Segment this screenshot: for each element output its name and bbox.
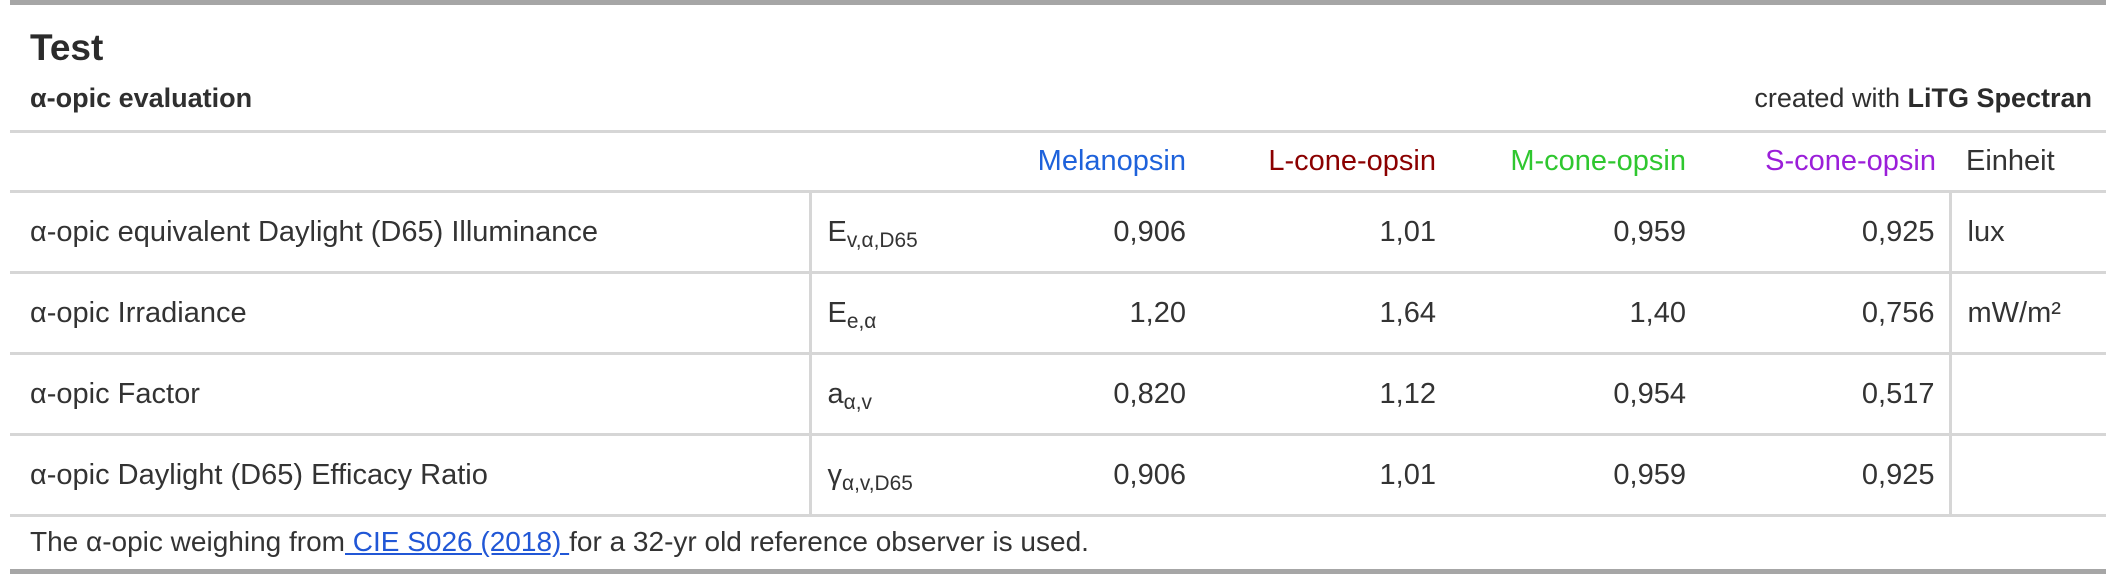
footnote-text-before: The α-opic weighing from xyxy=(30,526,345,558)
symbol-base: γ xyxy=(827,458,843,491)
column-header-s-cone-opsin: S-cone-opsin xyxy=(1765,145,1936,178)
value-melanopsin: 1,20 xyxy=(1129,296,1186,329)
table-row: α-opic Daylight (D65) Efficacy Ratio γα,… xyxy=(10,434,2106,516)
value-s-cone-opsin: 0,756 xyxy=(1700,272,1952,354)
subtitle-row: α-opic evaluation created with LiTG Spec… xyxy=(30,83,2092,114)
row-symbol: aα,v xyxy=(810,354,950,435)
footnote: The α-opic weighing from CIE S026 (2018)… xyxy=(10,517,2106,569)
section-subtitle: α-opic evaluation xyxy=(30,83,253,114)
value-s-cone-opsin: 0,517 xyxy=(1700,353,1952,435)
symbol-base: a xyxy=(827,377,844,410)
value-m-cone-opsin: 0,959 xyxy=(1613,458,1686,491)
brand-name: LiTG Spectran xyxy=(1907,83,2092,114)
table-row: α-opic Factor aα,v 0,820 1,12 0,954 0,51… xyxy=(10,353,2106,435)
column-header-l-cone-opsin: L-cone-opsin xyxy=(1268,145,1436,178)
row-label: α-opic Daylight (D65) Efficacy Ratio xyxy=(10,434,812,516)
value-l-cone-opsin: 1,64 xyxy=(1379,296,1436,329)
row-unit xyxy=(1950,435,2106,516)
value-melanopsin: 0,820 xyxy=(1113,377,1186,410)
row-label: α-opic Factor xyxy=(10,353,812,435)
column-header-melanopsin: Melanopsin xyxy=(1037,145,1186,178)
credit-note: created with LiTG Spectran xyxy=(1754,83,2092,114)
symbol-base: E xyxy=(827,215,847,248)
value-m-cone-opsin: 0,954 xyxy=(1613,377,1686,410)
value-m-cone-opsin: 1,40 xyxy=(1629,296,1686,329)
symbol-subscript: v,α,D65 xyxy=(846,228,918,252)
value-l-cone-opsin: 1,12 xyxy=(1379,377,1436,410)
row-unit: lux xyxy=(1967,215,2005,248)
row-unit: mW/m² xyxy=(1967,296,2061,329)
value-m-cone-opsin: 0,959 xyxy=(1613,215,1686,248)
row-label: α-opic Irradiance xyxy=(10,272,812,354)
symbol-subscript: α,v xyxy=(843,390,872,414)
table-row: α-opic Irradiance Ee,α 1,20 1,64 1,40 0,… xyxy=(10,272,2106,354)
row-unit xyxy=(1950,354,2106,435)
column-header-row: Melanopsin L-cone-opsin M-cone-opsin S-c… xyxy=(10,131,2106,192)
column-header-m-cone-opsin: M-cone-opsin xyxy=(1510,145,1686,178)
value-s-cone-opsin: 0,925 xyxy=(1700,191,1952,273)
header-spacer-label xyxy=(10,132,810,192)
value-l-cone-opsin: 1,01 xyxy=(1379,458,1436,491)
table-row: α-opic equivalent Daylight (D65) Illumin… xyxy=(10,191,2106,273)
column-header-einheit: Einheit xyxy=(1966,145,2055,178)
row-label: α-opic equivalent Daylight (D65) Illumin… xyxy=(10,191,812,273)
value-melanopsin: 0,906 xyxy=(1113,458,1186,491)
symbol-subscript: α,v,D65 xyxy=(842,471,913,495)
cie-s026-link[interactable]: CIE S026 (2018) xyxy=(345,526,570,558)
credit-prefix: created with xyxy=(1754,83,1908,114)
row-symbol: γα,v,D65 xyxy=(810,435,950,516)
report-header: Test α-opic evaluation created with LiTG… xyxy=(10,5,2106,130)
value-s-cone-opsin: 0,925 xyxy=(1700,434,1952,516)
footnote-text-after: for a 32-yr old reference observer is us… xyxy=(569,526,1089,558)
symbol-base: E xyxy=(827,296,847,329)
page-title: Test xyxy=(30,27,104,68)
row-symbol: Ee,α xyxy=(810,273,950,354)
value-l-cone-opsin: 1,01 xyxy=(1379,215,1436,248)
header-spacer-symbol xyxy=(810,132,950,192)
report-page: Test α-opic evaluation created with LiTG… xyxy=(10,0,2106,574)
value-melanopsin: 0,906 xyxy=(1113,215,1186,248)
symbol-subscript: e,α xyxy=(846,309,877,333)
row-symbol: Ev,α,D65 xyxy=(810,192,950,273)
alpha-opic-table: Melanopsin L-cone-opsin M-cone-opsin S-c… xyxy=(10,130,2106,517)
